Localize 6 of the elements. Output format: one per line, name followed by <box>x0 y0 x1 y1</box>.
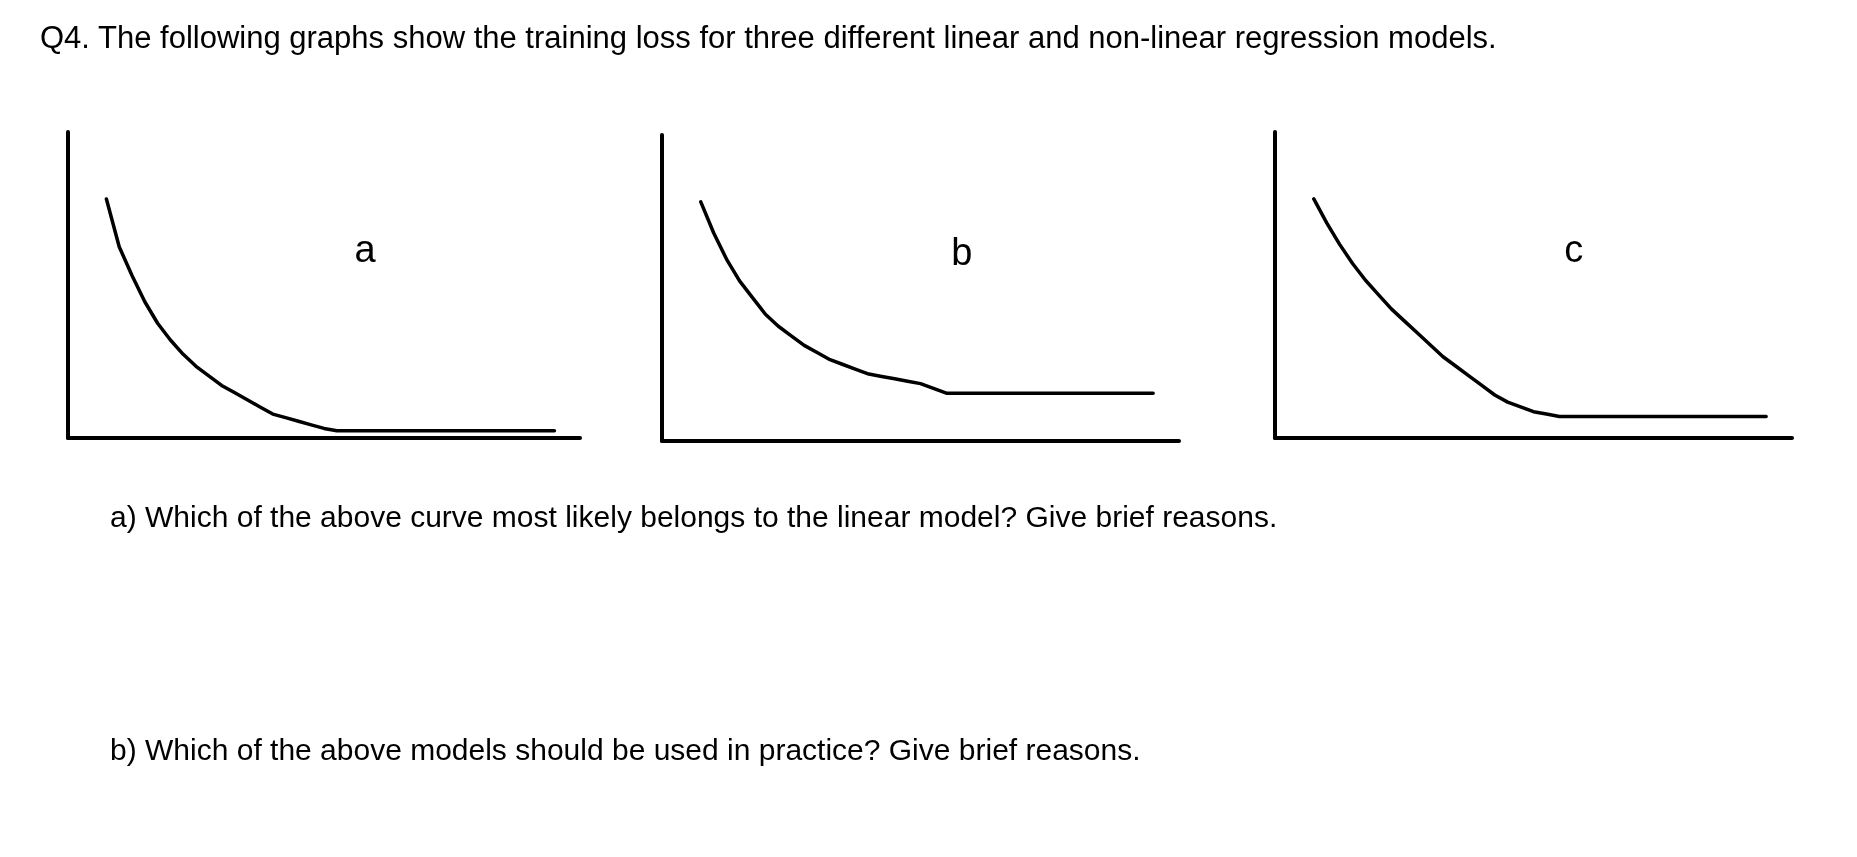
text: b <box>951 230 973 273</box>
text: c <box>1564 227 1584 270</box>
text: b) Which of the above models should be used in practice? Give brief reasons. <box>110 733 1141 767</box>
text: a) Which of the above curve most likely belongs to the linear model? Give brief reasons. <box>110 500 1278 534</box>
text: a <box>354 227 377 270</box>
text: Q4. The following graphs show the training loss for three different linear and non-linear regression models. <box>40 19 1498 57</box>
